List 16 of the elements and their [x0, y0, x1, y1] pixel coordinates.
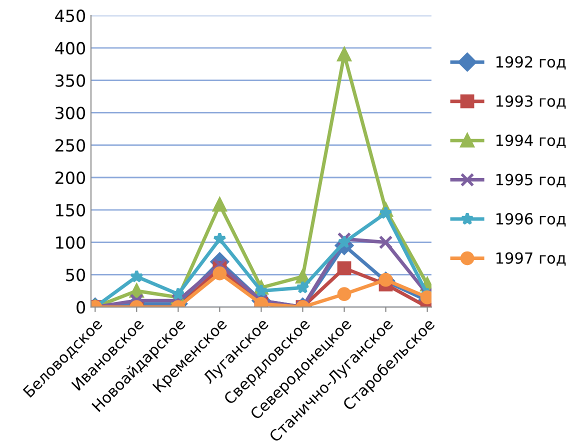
- legend-label: 1994 год: [496, 134, 566, 148]
- legend-label: 1995 год: [496, 174, 566, 188]
- legend-label: 1997 год: [496, 252, 566, 266]
- y-tick-label: 400: [55, 42, 86, 55]
- legend-label: 1993 год: [496, 95, 566, 109]
- legend-label: 1992 год: [496, 56, 566, 70]
- y-tick-label: 150: [56, 204, 86, 216]
- y-tick-label: 50: [66, 268, 86, 282]
- y-tick-label: 100: [56, 236, 86, 249]
- y-tick-label: 300: [56, 106, 86, 120]
- y-tick-label: 250: [56, 139, 86, 152]
- y-tick-label: 350: [56, 74, 86, 87]
- legend-label: 1996 год: [496, 213, 566, 226]
- y-tick-label: 450: [55, 10, 86, 22]
- y-tick-label: 0: [76, 301, 86, 314]
- y-tick-label: 200: [56, 171, 86, 184]
